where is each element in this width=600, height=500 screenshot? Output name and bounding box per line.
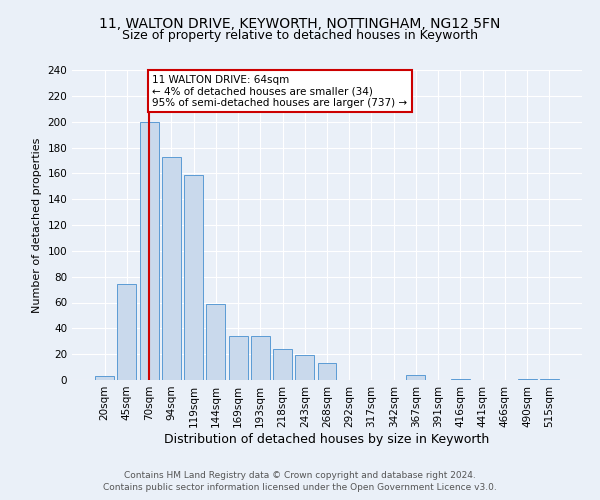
Bar	[518, 378, 536, 380]
Text: 11, WALTON DRIVE, KEYWORTH, NOTTINGHAM, NG12 5FN: 11, WALTON DRIVE, KEYWORTH, NOTTINGHAM, …	[100, 18, 500, 32]
Bar	[317, 363, 337, 380]
Bar	[95, 376, 114, 380]
Bar	[540, 378, 559, 380]
Bar	[273, 349, 292, 380]
Bar	[162, 156, 181, 380]
Bar	[406, 375, 425, 380]
Bar	[295, 356, 314, 380]
Bar	[184, 174, 203, 380]
Text: Contains HM Land Registry data © Crown copyright and database right 2024.
Contai: Contains HM Land Registry data © Crown c…	[103, 471, 497, 492]
Bar	[118, 284, 136, 380]
Text: Size of property relative to detached houses in Keyworth: Size of property relative to detached ho…	[122, 29, 478, 42]
Text: 11 WALTON DRIVE: 64sqm
← 4% of detached houses are smaller (34)
95% of semi-deta: 11 WALTON DRIVE: 64sqm ← 4% of detached …	[152, 74, 407, 108]
Bar	[451, 378, 470, 380]
Bar	[140, 122, 158, 380]
Bar	[229, 336, 248, 380]
X-axis label: Distribution of detached houses by size in Keyworth: Distribution of detached houses by size …	[164, 432, 490, 446]
Bar	[206, 304, 225, 380]
Bar	[251, 336, 270, 380]
Y-axis label: Number of detached properties: Number of detached properties	[32, 138, 42, 312]
